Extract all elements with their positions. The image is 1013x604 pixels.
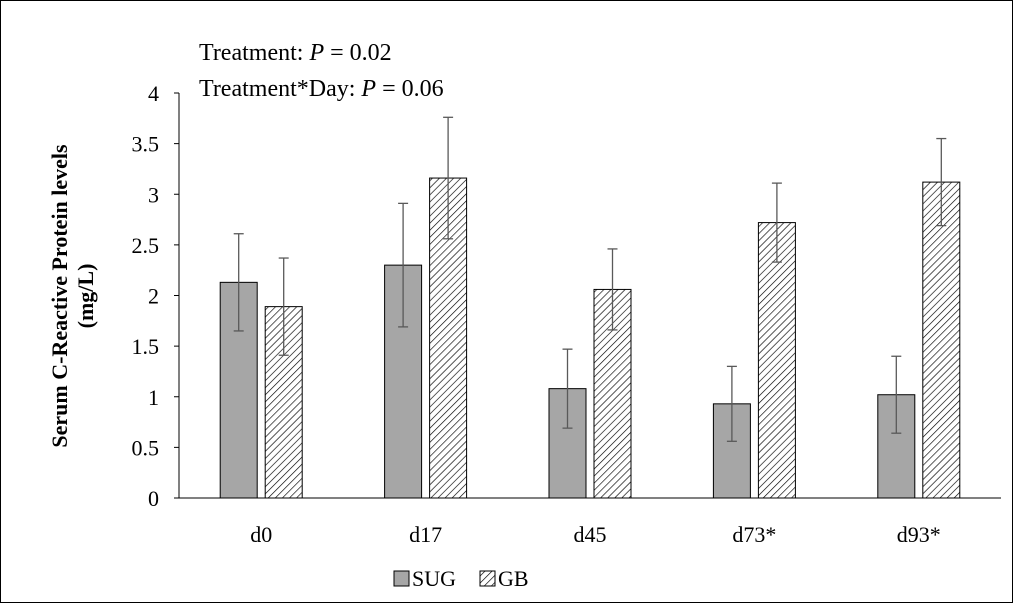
error-bars-layer: [233, 116, 947, 442]
y-axis-title-line1: Serum C-Reactive Protein levels: [47, 144, 72, 448]
error-bar-sug-d0: [233, 233, 244, 332]
error-bar-sug-d17: [398, 202, 409, 328]
legend-swatch-sug: [393, 570, 410, 587]
error-bar-sug-d93: [891, 355, 902, 434]
x-category-label: d45: [574, 522, 607, 547]
error-bar-gb-d93: [936, 137, 947, 227]
x-category-label: d73*: [732, 522, 776, 547]
error-bar-sug-d45: [562, 348, 573, 429]
y-tick-label: 0.5: [132, 435, 160, 460]
y-tick-label: 1: [148, 385, 159, 410]
y-axis-title-line2: (mg/L): [73, 264, 98, 329]
error-bar-gb-d45: [607, 248, 618, 331]
error-bar-gb-d17: [443, 116, 454, 240]
annotation-treatment: Treatment: P = 0.02: [199, 40, 392, 66]
error-bar-sug-d73: [726, 365, 737, 442]
y-tick-label: 3.5: [132, 132, 160, 157]
annotation-treatment-day: Treatment*Day: P = 0.06: [199, 76, 444, 102]
y-tick-label: 0: [148, 486, 159, 511]
bar-gb-d93: [922, 181, 961, 499]
legend-swatch-gb: [479, 570, 496, 587]
legend-label-sug: SUG: [412, 566, 456, 591]
legend: SUG GB: [393, 566, 529, 591]
y-tick-label: 3: [148, 182, 159, 207]
legend-label-gb: GB: [498, 566, 529, 591]
y-tick-label: 2.5: [132, 233, 160, 258]
y-tick-label: 4: [148, 81, 159, 106]
x-category-label: d0: [250, 522, 272, 547]
error-bar-gb-d73: [771, 182, 782, 263]
y-tick-label: 2: [148, 284, 159, 309]
x-category-label: d93*: [897, 522, 941, 547]
x-axis-labels: d0 d17 d45 d73* d93*: [250, 522, 941, 547]
error-bar-gb-d0: [278, 257, 289, 356]
bars-layer: [219, 177, 961, 499]
y-tick-label: 1.5: [132, 334, 160, 359]
y-axis-ticks: 0 0.5 1 1.5 2 2.5 3 3.5 4: [132, 81, 179, 511]
x-category-label: d17: [409, 522, 442, 547]
bar-gb-d73: [757, 222, 796, 499]
y-axis-title: Serum C-Reactive Protein levels (mg/L): [47, 144, 98, 448]
